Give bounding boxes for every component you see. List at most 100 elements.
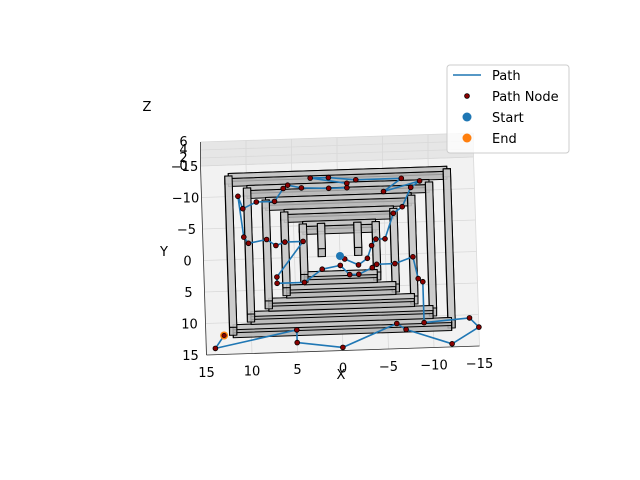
x-tick-label: 5 xyxy=(293,363,301,378)
path-node xyxy=(263,236,270,243)
path-node xyxy=(271,198,278,205)
x-axis-label: X xyxy=(337,368,346,383)
maze-walls xyxy=(224,165,456,339)
y-axis-line xyxy=(200,165,207,356)
wall-face xyxy=(354,246,363,257)
path-node xyxy=(325,174,332,181)
path-node xyxy=(344,184,350,191)
path-node xyxy=(319,266,326,273)
path-node xyxy=(476,324,482,330)
legend-label: Start xyxy=(492,111,524,126)
x-tick-label: −10 xyxy=(420,359,447,374)
path-node xyxy=(410,253,416,260)
z-tick-label: 2 xyxy=(179,151,187,166)
wall-top xyxy=(316,222,326,250)
end-node xyxy=(221,332,227,338)
x-tick-label: 10 xyxy=(244,365,261,380)
path-node xyxy=(382,236,388,242)
path-node xyxy=(416,178,423,184)
path-node xyxy=(294,339,301,346)
wall-top xyxy=(298,223,309,276)
legend-item: End xyxy=(462,132,517,147)
legend-frame xyxy=(446,64,570,154)
path-node xyxy=(337,262,344,269)
path-node xyxy=(274,274,280,280)
path-node xyxy=(300,238,306,245)
path-node xyxy=(355,262,362,268)
x-axis-line xyxy=(206,345,480,356)
path-node xyxy=(380,188,387,195)
path-node xyxy=(393,320,400,327)
path-node xyxy=(293,327,300,333)
legend-label: Path xyxy=(492,69,521,84)
path-node xyxy=(282,239,288,245)
path-node xyxy=(368,242,375,249)
path-node xyxy=(340,344,346,351)
path-node xyxy=(240,205,246,212)
path-node xyxy=(399,203,406,210)
x-tick-label: 15 xyxy=(198,366,215,381)
path-node xyxy=(390,210,397,217)
start-marker xyxy=(336,252,344,260)
legend-node-swatch xyxy=(464,93,470,99)
path-node xyxy=(369,264,376,271)
y-axis-label: Y xyxy=(159,245,168,260)
y-tick-label: 10 xyxy=(181,318,198,333)
path-node xyxy=(415,275,422,282)
path-node xyxy=(325,185,332,192)
y-tick-label: 5 xyxy=(184,286,192,301)
legend-item: Start xyxy=(462,111,524,126)
path-node xyxy=(466,315,473,321)
path-node xyxy=(398,175,405,182)
path-node xyxy=(419,278,426,285)
wall-face xyxy=(246,313,256,323)
z-gridline xyxy=(200,148,474,159)
path-node xyxy=(253,199,260,205)
legend: Path Path Node Start End xyxy=(446,64,570,154)
y-tick-label: −15 xyxy=(171,160,198,175)
wall-face xyxy=(317,247,326,258)
wall-top xyxy=(261,199,273,302)
path-node xyxy=(212,345,219,352)
z-axis-label: Z xyxy=(143,100,152,115)
start-end-markers xyxy=(220,252,344,340)
z-tick-label: 0 xyxy=(179,159,187,174)
path-node xyxy=(407,184,414,191)
wall-face xyxy=(229,326,238,336)
legend-label: End xyxy=(492,132,517,147)
y-tick-label: 0 xyxy=(183,255,191,270)
legend-item: Path xyxy=(453,69,521,84)
wall-top xyxy=(224,175,238,328)
wall-top xyxy=(242,187,256,315)
x-tick-label: 0 xyxy=(339,362,347,377)
path-node xyxy=(274,280,280,287)
path-node xyxy=(241,234,247,240)
path-node xyxy=(355,271,362,278)
path-node xyxy=(449,340,455,347)
z-tick-label: 4 xyxy=(179,143,187,158)
z-tick-label: 6 xyxy=(179,135,187,150)
legend-marker-swatch xyxy=(462,133,472,143)
x-tick-label: −5 xyxy=(379,360,398,375)
y-tick-label: 15 xyxy=(182,349,199,364)
path-node xyxy=(403,326,409,333)
y-tick-label: −5 xyxy=(177,223,196,238)
path-node xyxy=(373,236,379,242)
path-node xyxy=(352,177,359,183)
z-gridline xyxy=(200,156,474,167)
path-node xyxy=(307,175,314,181)
path-node xyxy=(373,261,380,268)
path-node xyxy=(235,193,241,200)
y-tick-label: −10 xyxy=(172,192,199,207)
path-node xyxy=(298,185,305,191)
wall-top xyxy=(353,221,363,249)
wall-face xyxy=(282,286,291,297)
wall-face xyxy=(264,300,273,310)
path-node xyxy=(346,271,353,278)
legend-item: Path Node xyxy=(464,90,559,105)
path-node xyxy=(280,185,287,192)
path-node xyxy=(273,242,279,249)
path-node xyxy=(284,182,291,189)
